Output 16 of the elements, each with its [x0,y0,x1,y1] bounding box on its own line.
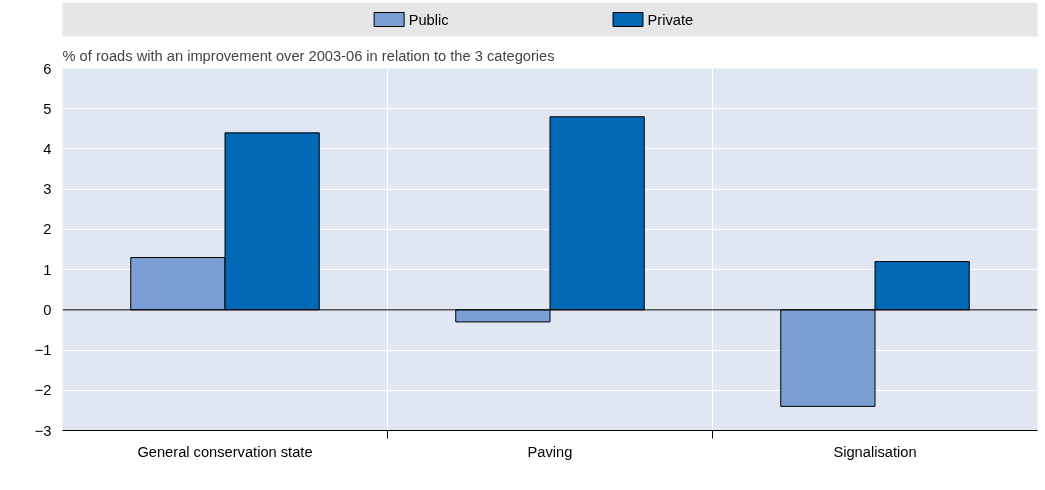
legend-label: Private [647,11,694,28]
y-tick-label: 5 [43,100,52,117]
y-tick-label: −2 [34,382,52,399]
legend-label: Public [408,11,449,28]
x-tick-label: Paving [527,443,573,460]
y-tick-label: 2 [43,221,52,238]
x-tick-label: Signalisation [833,443,917,460]
y-tick-label: 0 [43,301,52,318]
y-tick-label: −3 [34,422,52,439]
y-tick-label: −1 [34,342,52,359]
y-tick-label: 4 [43,140,52,157]
y-axis-title: % of roads with an improvement over 2003-06 in relation to the 3 categories [62,47,555,64]
y-tick-label: 3 [43,181,52,198]
y-tick-label: 6 [43,60,52,77]
y-tick-label: 1 [43,261,52,278]
x-tick-label: General conservation state [137,443,313,460]
